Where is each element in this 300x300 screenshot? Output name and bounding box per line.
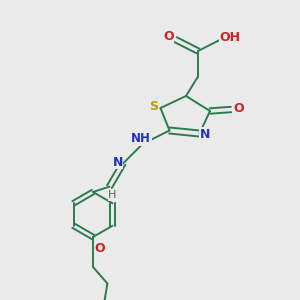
Text: OH: OH	[220, 31, 241, 44]
Text: N: N	[200, 128, 210, 141]
Text: O: O	[233, 102, 244, 115]
Text: H: H	[108, 190, 117, 200]
Text: O: O	[163, 30, 174, 43]
Text: O: O	[94, 242, 105, 256]
Text: S: S	[149, 100, 158, 113]
Text: N: N	[112, 155, 123, 169]
Text: NH: NH	[131, 132, 151, 145]
